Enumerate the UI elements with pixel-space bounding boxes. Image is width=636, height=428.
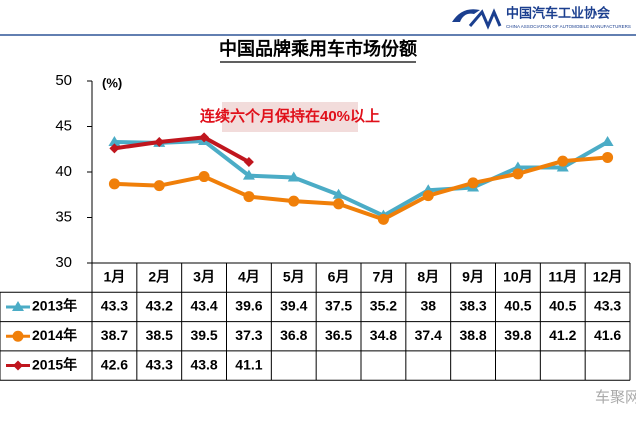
table-value: 40.5 (504, 298, 531, 314)
table-value: 38.5 (146, 327, 173, 343)
marker (511, 161, 524, 172)
table-value: 43.8 (190, 356, 217, 372)
logo-mark (468, 8, 502, 30)
marker (512, 168, 524, 180)
series-line (114, 135, 250, 164)
table-value: 37.5 (325, 298, 352, 314)
annotation-box (222, 102, 358, 132)
table-value: 38.3 (459, 298, 486, 314)
marker (108, 135, 121, 146)
x-tick-label: 2月 (148, 268, 170, 284)
series-line (114, 155, 608, 222)
table-value: 39.4 (280, 298, 307, 314)
x-tick-label: 12月 (593, 268, 623, 284)
marker (153, 180, 165, 192)
marker (467, 177, 479, 189)
table-value: 38.7 (101, 327, 128, 343)
y-tick-label: 40 (55, 163, 72, 180)
marker (377, 213, 389, 225)
table-value: 36.5 (325, 327, 352, 343)
org-name: 中国汽车工业协会 (506, 5, 611, 20)
table-value: 42.6 (101, 356, 128, 372)
marker (602, 151, 614, 163)
table-value: 43.3 (101, 298, 128, 314)
legend-label: 2015年 (32, 356, 77, 372)
marker (13, 360, 23, 371)
x-tick-label: 3月 (193, 268, 215, 284)
x-tick-label: 4月 (238, 268, 260, 284)
table-value: 38.8 (459, 327, 486, 343)
y-axis-label: (%) (102, 75, 122, 90)
table-value: 41.1 (235, 356, 262, 372)
chart-title: 中国品牌乘用车市场份额 (219, 38, 417, 59)
annotation: 连续六个月保持在40%以上 (200, 107, 380, 125)
x-tick-label: 9月 (462, 268, 484, 284)
table-value: 43.3 (594, 298, 621, 314)
x-tick-label: 5月 (283, 268, 305, 284)
table-value: 34.8 (370, 327, 397, 343)
marker (243, 191, 255, 203)
x-tick-label: 6月 (328, 268, 350, 284)
table-value: 40.5 (549, 298, 576, 314)
table-value: 39.6 (235, 298, 262, 314)
y-tick-label: 50 (55, 72, 72, 89)
marker (333, 198, 345, 210)
y-tick-label: 45 (55, 117, 72, 134)
marker (12, 330, 24, 342)
logo (452, 9, 480, 22)
marker (287, 171, 300, 182)
x-tick-label: 10月 (503, 268, 533, 284)
series-line (114, 139, 609, 218)
table-value: 39.5 (190, 327, 217, 343)
y-tick-label: 35 (55, 208, 72, 225)
marker (288, 195, 300, 207)
marker (243, 156, 254, 167)
legend-label: 2013年 (32, 298, 77, 314)
marker (199, 132, 210, 143)
org-name-en: CHINA ASSOCIATION OF AUTOMOBILE MANUFACT… (506, 24, 631, 29)
table-value: 37.3 (235, 327, 262, 343)
marker (242, 169, 255, 180)
watermark: 车聚网 (595, 389, 636, 406)
x-tick-label: 1月 (104, 268, 126, 284)
table-value: 36.8 (280, 327, 307, 343)
marker (601, 135, 614, 146)
marker (332, 188, 345, 199)
table-value: 43.2 (146, 298, 173, 314)
table-value: 35.2 (370, 298, 397, 314)
table-value: 43.3 (146, 356, 173, 372)
x-tick-label: 11月 (548, 268, 577, 284)
table-value: 41.6 (594, 327, 621, 343)
x-tick-label: 8月 (417, 268, 439, 284)
table-value: 39.8 (504, 327, 531, 343)
x-tick-label: 7月 (373, 268, 395, 284)
y-tick-label: 30 (55, 254, 72, 271)
table-value: 43.4 (190, 298, 217, 314)
marker (108, 178, 120, 190)
marker (154, 136, 165, 147)
table-value: 41.2 (549, 327, 576, 343)
legend-label: 2014年 (32, 327, 77, 343)
marker (422, 190, 434, 202)
marker (557, 155, 569, 167)
marker (198, 171, 210, 183)
marker (109, 143, 120, 154)
table-value: 37.4 (415, 327, 442, 343)
table-value: 38 (420, 298, 436, 314)
marker (12, 300, 24, 311)
